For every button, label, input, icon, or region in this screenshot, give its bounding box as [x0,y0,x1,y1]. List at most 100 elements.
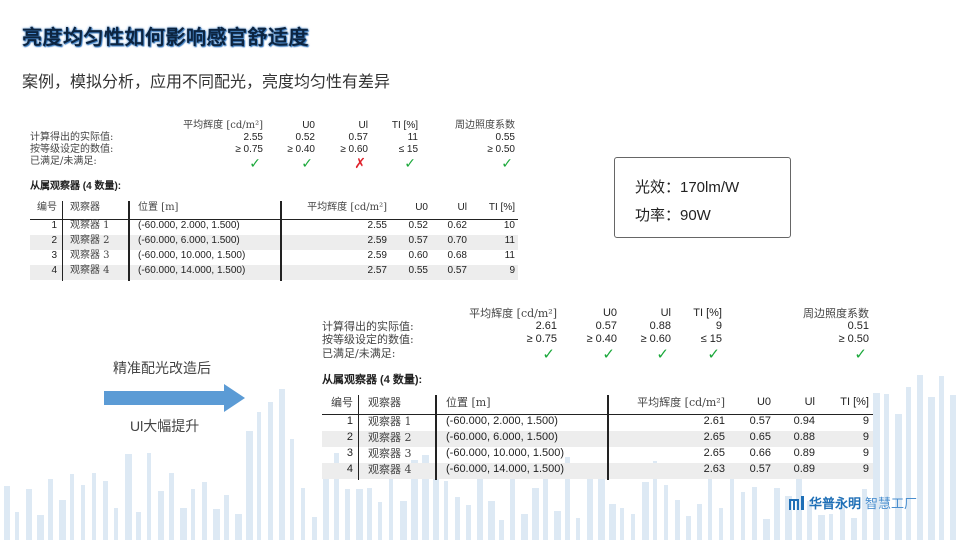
table-cell: 0.62 [447,220,467,231]
background-bar [477,472,483,540]
background-bar [367,488,372,540]
observer-name: 观察器 2 [70,235,110,246]
background-bar [81,485,85,540]
table-header: U0 [756,396,771,408]
summary-value: 2.55 [243,132,263,143]
background-bar [807,501,812,540]
background-bar [609,503,616,540]
background-bar [818,514,825,540]
summary-value: ≥ 0.40 [287,144,315,155]
info-box: 光效：170lm/W 功率：90W [614,157,791,238]
background-bar [169,472,174,540]
background-bar [664,485,668,540]
background-bar [246,430,253,540]
table-cell: (-60.000, 6.000, 1.500) [446,431,558,443]
observer-name: 观察器 1 [70,220,110,231]
background-bar [543,478,548,540]
background-bar [202,481,207,540]
background-bar [290,439,294,540]
summary-row-label: 计算得出的实际值: [30,132,114,143]
background-bar [752,486,757,540]
background-bar [939,375,944,540]
check-icon: ✓ [854,346,867,363]
background-bar [268,401,273,540]
table-cell: 0.65 [749,431,771,443]
summary-header: Ul [660,307,671,319]
summary-header: 周边照度系数 [455,120,515,131]
table-header: 位置 [m] [446,396,491,409]
summary-value: 0.51 [847,320,869,332]
background-bar [928,397,935,540]
background-bar [301,488,305,540]
background-bar [411,459,418,540]
page-subtitle: 案例，模拟分析，应用不同配光，亮度均匀性有差异 [22,74,391,91]
background-bar [785,496,792,540]
background-bar [587,470,593,540]
row-number: 4 [346,463,353,475]
row-stripe [322,463,873,479]
summary-value: 0.52 [295,132,315,143]
logo-bars-icon [789,495,804,510]
row-number: 3 [51,250,57,261]
background-bar [488,501,495,540]
background-bar [345,489,350,540]
arrow-caption-bottom: Ul大幅提升 [130,418,200,434]
right-arrow-icon [104,384,245,412]
background-bar [26,488,32,540]
summary-row-label: 按等级设定的数值: [30,144,114,155]
background-bar [48,478,53,540]
table-cell: 0.57 [749,463,771,475]
table-cell: 0.57 [749,415,771,427]
observer-name: 观察器 3 [70,250,110,261]
table-header: 编号 [37,202,57,213]
background-bar [147,453,151,540]
table-cell: 0.60 [408,250,428,261]
table-cell: 9 [862,447,869,459]
background-bar [642,482,649,540]
table-cell: 10 [503,220,515,231]
summary-value: 2.61 [535,320,557,332]
table-cell: 2.55 [367,220,387,231]
company-logo: 华普永明 智慧工厂 [789,493,917,512]
background-bar [884,393,889,540]
table-cell: 0.57 [408,235,428,246]
background-bar [92,472,96,540]
background-bar [917,374,923,540]
row-stripe [30,265,518,280]
status-label: 已满足/未满足: [322,347,396,360]
page-title: 亮度均匀性如何影响感官舒适度 [22,27,309,49]
background-bar [400,501,407,540]
background-bar [455,497,460,540]
table-header: Ul [457,202,467,213]
table-cell: 0.70 [447,235,467,246]
table-cell: 0.94 [793,415,815,427]
background-bar [499,519,504,540]
background-bar [433,467,439,540]
arrow-caption-top: 精准配光改造后 [113,360,211,376]
row-number: 1 [346,415,353,427]
efficacy-text: 光效：170lm/W [635,179,740,196]
summary-value: ≥ 0.50 [838,333,869,345]
background-bar [235,514,242,540]
table-cell: (-60.000, 10.000, 1.500) [138,250,246,261]
row-number: 3 [346,447,353,459]
row-number: 2 [346,431,353,443]
table-header-divider [322,414,873,415]
table-header: TI [%] [840,396,869,408]
background-bar [554,511,561,540]
background-bar [356,489,363,540]
report-before: 平均辉度 [cd/m²] U0 Ul TI [%] 周边照度系数 计算得出的实际值: 2.5… [30,120,518,291]
summary-header: TI [%] [391,120,418,131]
background-bar [213,509,220,540]
background-bar [565,457,570,540]
check-icon: ✓ [707,346,720,363]
table-cell: 0.66 [749,447,771,459]
check-icon: ✓ [602,346,615,363]
check-icon: ✓ [542,346,555,363]
table-cell: 9 [862,431,869,443]
table-cell: 0.88 [793,431,815,443]
table-cell: 2.65 [703,431,725,443]
background-bar [906,386,911,540]
summary-header: 平均辉度 [cd/m²] [469,307,557,320]
column-divider [62,201,63,281]
